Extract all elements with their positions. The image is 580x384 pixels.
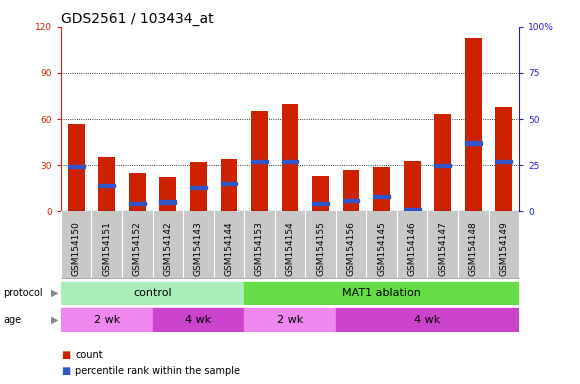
Bar [495,107,512,211]
Bar [129,202,146,205]
Bar [465,38,481,211]
Bar [160,200,176,204]
Bar [343,199,360,202]
Bar [68,124,85,211]
Text: 4 wk: 4 wk [414,314,441,325]
Bar [495,160,512,163]
Bar [374,195,390,198]
Bar [312,176,329,211]
Bar [251,111,268,211]
Bar [99,184,115,187]
Text: GSM154146: GSM154146 [408,221,416,276]
Bar [244,308,336,331]
Text: GSM154149: GSM154149 [499,221,508,276]
Bar [465,141,481,144]
Bar [404,161,420,211]
Bar [129,173,146,211]
Text: ■: ■ [61,366,70,376]
Text: ▶: ▶ [51,314,59,325]
Text: GSM154154: GSM154154 [285,221,295,276]
Bar [190,186,206,189]
Text: GSM154151: GSM154151 [102,221,111,276]
Text: GSM154156: GSM154156 [347,221,356,276]
Bar [404,208,420,211]
Text: control: control [133,288,172,298]
Text: 4 wk: 4 wk [185,314,212,325]
Bar [282,104,298,211]
Text: 2 wk: 2 wk [277,314,303,325]
Bar [220,159,237,211]
Bar [336,308,519,331]
Text: GSM154152: GSM154152 [133,221,142,276]
Text: ■: ■ [61,350,70,360]
Text: count: count [75,350,103,360]
Text: GSM154144: GSM154144 [224,221,233,276]
Bar [99,157,115,211]
Bar [434,114,451,211]
Text: 2 wk: 2 wk [93,314,120,325]
Text: GSM154148: GSM154148 [469,221,478,276]
Text: protocol: protocol [3,288,42,298]
Bar [343,170,360,211]
Text: MAT1 ablation: MAT1 ablation [342,288,421,298]
Bar [68,166,85,169]
Text: GSM154142: GSM154142 [164,221,172,276]
Bar [434,164,451,167]
Bar [282,160,298,163]
Bar [244,281,519,304]
Text: percentile rank within the sample: percentile rank within the sample [75,366,240,376]
Bar [153,308,244,331]
Bar [61,308,153,331]
Text: GSM154150: GSM154150 [72,221,81,276]
Bar [220,182,237,185]
Text: GSM154143: GSM154143 [194,221,203,276]
Text: GSM154153: GSM154153 [255,221,264,276]
Bar [251,160,268,163]
Bar [190,162,206,211]
Bar [160,177,176,211]
Bar [374,167,390,211]
Bar [312,202,329,205]
Text: GSM154147: GSM154147 [438,221,447,276]
Text: age: age [3,314,21,325]
Bar [61,281,244,304]
Text: GDS2561 / 103434_at: GDS2561 / 103434_at [61,12,213,26]
Text: GSM154145: GSM154145 [377,221,386,276]
Text: ▶: ▶ [51,288,59,298]
Text: GSM154155: GSM154155 [316,221,325,276]
